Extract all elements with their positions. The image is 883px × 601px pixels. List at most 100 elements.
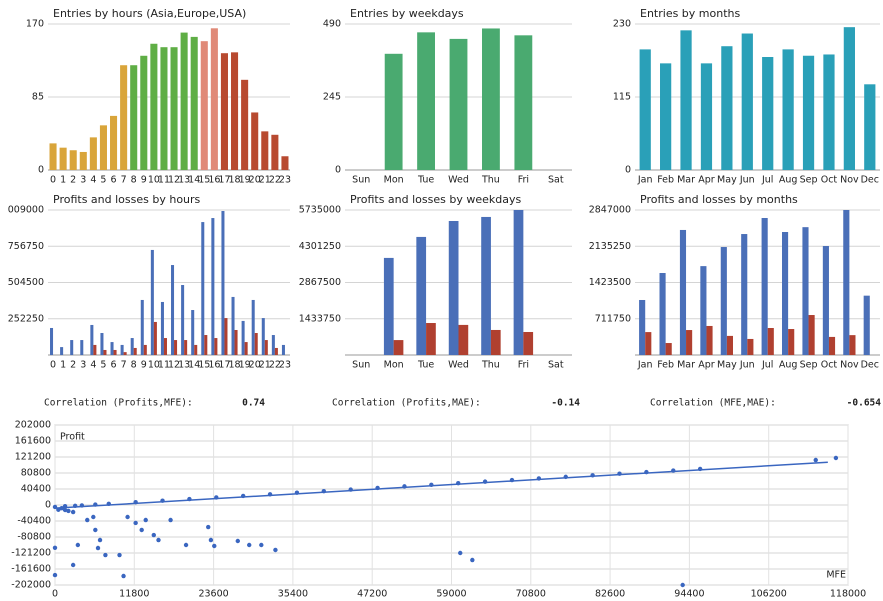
x-tick-label: Jan <box>637 360 653 371</box>
x-tick-label: Sun <box>352 360 370 371</box>
y-tick-label: -161600 <box>11 564 51 575</box>
scatter-point <box>52 572 58 578</box>
bar <box>59 147 67 170</box>
bar <box>190 36 198 170</box>
y-tick-label: 1433750 <box>299 313 341 324</box>
x-tick-label: Jun <box>739 360 755 371</box>
chart-title: Profits and losses by months <box>640 193 798 206</box>
bar <box>204 335 208 355</box>
bar <box>150 249 154 355</box>
x-tick-label: 2 <box>70 360 76 371</box>
y-axis-label: Profit <box>60 432 85 443</box>
correlation-value: -0.654 <box>847 398 882 409</box>
x-tick-label: 0 <box>50 360 56 371</box>
y-tick-label: 80800 <box>21 468 51 479</box>
y-tick-label: 202000 <box>15 420 51 431</box>
bar <box>700 63 713 170</box>
bar <box>241 320 245 355</box>
bar <box>782 232 789 355</box>
x-tick-label: Aug <box>779 175 798 186</box>
bar <box>490 329 501 355</box>
bar <box>523 331 534 355</box>
x-tick-label: 11 <box>158 360 170 371</box>
scatter-point <box>833 455 839 461</box>
bar <box>133 347 137 355</box>
bar <box>244 342 248 355</box>
bar <box>514 35 533 170</box>
x-tick-label: Sun <box>352 175 370 186</box>
bar <box>184 340 188 355</box>
scatter-point <box>85 517 90 523</box>
x-tick-label: 1 <box>60 360 66 371</box>
y-tick-label: 161600 <box>15 436 51 447</box>
y-tick-label: -121200 <box>11 548 51 559</box>
bar <box>120 65 128 170</box>
x-tick-label: Nov <box>840 175 859 186</box>
y-tick-label: -80800 <box>17 532 51 543</box>
scatter-point <box>97 537 103 543</box>
x-tick-label: 20 <box>249 175 261 186</box>
bar <box>220 53 228 171</box>
scatter-point <box>121 573 126 579</box>
correlation-label: Correlation (Profits,MFE): <box>44 398 193 409</box>
scatter-point <box>62 507 68 513</box>
x-tick-label: Jun <box>739 175 755 186</box>
bar <box>79 151 87 170</box>
bar <box>416 236 427 355</box>
x-tick-label: Oct <box>821 175 838 186</box>
chart-title: Entries by weekdays <box>350 7 464 20</box>
bar <box>448 220 459 355</box>
bar <box>417 32 435 170</box>
x-tick-label: 4 <box>90 360 96 371</box>
chart-title: Profits and losses by hours <box>53 193 201 206</box>
bar <box>700 266 707 355</box>
x-tick-label: 14 <box>188 360 200 371</box>
x-tick-label: 10 <box>148 360 160 371</box>
y-tick-label: 40400 <box>21 484 51 495</box>
bar <box>163 338 167 355</box>
bar <box>49 143 57 170</box>
bar <box>679 229 687 355</box>
x-tick-label: 94400 <box>674 589 704 600</box>
bar <box>231 52 239 171</box>
x-tick-label: 23600 <box>198 589 228 600</box>
bar <box>281 156 289 170</box>
y-tick-label: -202000 <box>11 580 51 591</box>
bar <box>110 342 114 355</box>
bar <box>828 336 836 355</box>
bar <box>80 340 84 355</box>
correlation-value: -0.14 <box>551 398 580 409</box>
bar <box>762 57 774 170</box>
x-tick-label: 5 <box>100 360 106 371</box>
x-tick-label: 14 <box>188 175 200 186</box>
bar <box>264 340 268 355</box>
scatter-point <box>143 517 148 523</box>
x-tick-label: 13 <box>178 360 190 371</box>
x-tick-label: 11 <box>158 175 170 186</box>
correlation-label: Correlation (Profits,MAE): <box>332 398 481 409</box>
bar <box>761 217 768 355</box>
bar <box>802 227 809 355</box>
bar <box>251 299 255 355</box>
x-tick-label: 21 <box>259 360 271 371</box>
x-tick-label: 6 <box>111 175 117 186</box>
x-tick-label: Mon <box>384 175 404 186</box>
x-tick-label: 19 <box>239 175 251 186</box>
y-tick-label: 0 <box>38 165 44 176</box>
x-tick-label: 16 <box>208 360 220 371</box>
y-tick-label: 2135250 <box>589 241 631 252</box>
x-tick-label: Oct <box>821 360 838 371</box>
x-tick-label: 12 <box>168 175 180 186</box>
bar <box>747 338 754 355</box>
bar <box>802 55 815 170</box>
x-tick-label: Nov <box>840 360 859 371</box>
bar <box>281 344 285 355</box>
x-tick-label: 18 <box>228 175 240 186</box>
x-tick-label: 7 <box>121 360 127 371</box>
bar <box>120 344 124 355</box>
bar <box>843 210 850 355</box>
x-tick-label: Aug <box>779 360 798 371</box>
y-tick-label: 4301250 <box>299 241 341 252</box>
y-tick-label: 1423500 <box>589 277 631 288</box>
chart-title: Profits and losses by weekdays <box>350 193 521 206</box>
